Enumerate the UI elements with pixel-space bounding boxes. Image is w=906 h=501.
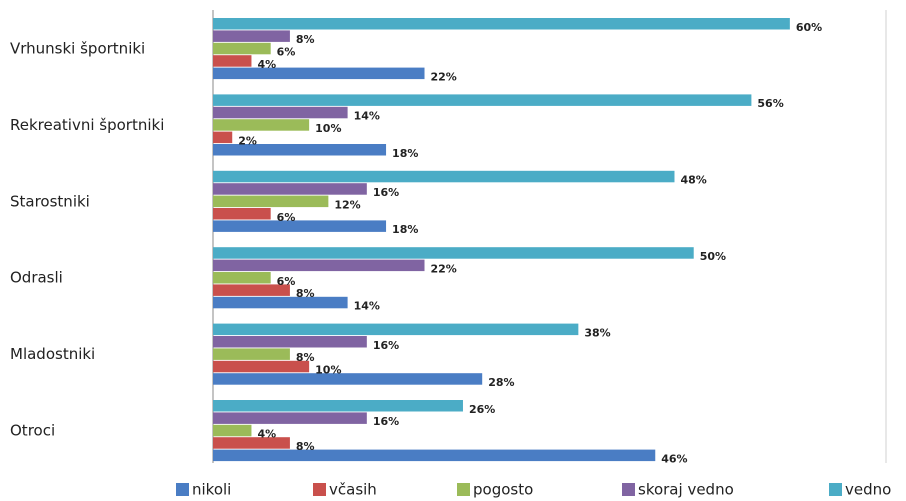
data-label: 26% bbox=[469, 403, 495, 416]
data-label: 8% bbox=[296, 351, 315, 364]
category-label: Rekreativni športniki bbox=[10, 116, 164, 134]
data-label: 6% bbox=[277, 275, 296, 288]
data-label: 16% bbox=[373, 415, 399, 428]
bar bbox=[213, 131, 233, 144]
data-label: 48% bbox=[680, 174, 706, 187]
data-label: 14% bbox=[354, 110, 380, 123]
bar bbox=[213, 30, 290, 42]
bar bbox=[213, 247, 694, 259]
category-label: Mladostniki bbox=[10, 345, 95, 363]
data-label: 38% bbox=[584, 326, 610, 339]
bar bbox=[213, 94, 752, 106]
data-label: 8% bbox=[296, 440, 315, 453]
data-label: 16% bbox=[373, 186, 399, 199]
bar bbox=[213, 296, 348, 309]
bar bbox=[213, 437, 290, 449]
bar bbox=[213, 400, 463, 412]
legend-swatch bbox=[313, 483, 326, 496]
bar bbox=[213, 55, 252, 67]
legend-swatch bbox=[829, 483, 842, 496]
bar bbox=[213, 144, 387, 156]
bar bbox=[213, 208, 271, 220]
data-label: 16% bbox=[373, 339, 399, 352]
data-label: 4% bbox=[257, 58, 276, 71]
bar bbox=[213, 106, 348, 119]
bar bbox=[213, 424, 252, 437]
data-label: 22% bbox=[431, 262, 457, 275]
data-label: 56% bbox=[757, 97, 783, 110]
data-label: 12% bbox=[334, 198, 360, 211]
legend-label: včasih bbox=[329, 481, 377, 499]
data-label: 50% bbox=[700, 250, 726, 263]
bar bbox=[213, 42, 271, 55]
bar bbox=[213, 336, 367, 348]
data-label: 22% bbox=[431, 70, 457, 83]
legend-swatch bbox=[457, 483, 470, 496]
legend-swatch bbox=[176, 483, 189, 496]
data-label: 28% bbox=[488, 376, 514, 389]
data-label: 2% bbox=[238, 134, 257, 147]
bar bbox=[213, 373, 483, 385]
bar bbox=[213, 220, 387, 232]
legend-swatch bbox=[622, 483, 635, 496]
bar bbox=[213, 360, 310, 373]
category-label: Odrasli bbox=[10, 269, 63, 287]
data-label: 18% bbox=[392, 223, 418, 236]
data-label: 8% bbox=[296, 287, 315, 300]
data-label: 46% bbox=[661, 452, 687, 465]
bar bbox=[213, 18, 790, 30]
category-label: Starostniki bbox=[10, 192, 90, 210]
bar bbox=[213, 412, 367, 424]
data-label: 18% bbox=[392, 147, 418, 160]
data-label: 14% bbox=[354, 300, 380, 313]
data-label: 10% bbox=[315, 122, 341, 135]
bar bbox=[213, 195, 329, 208]
data-label: 6% bbox=[277, 46, 296, 59]
bar bbox=[213, 67, 425, 80]
bar bbox=[213, 170, 675, 183]
bar bbox=[213, 272, 271, 284]
category-label: Otroci bbox=[10, 422, 55, 440]
bar bbox=[213, 183, 367, 195]
bar bbox=[213, 323, 579, 336]
data-label: 60% bbox=[796, 21, 822, 34]
data-label: 8% bbox=[296, 33, 315, 46]
legend-label: skoraj vedno bbox=[638, 481, 734, 499]
category-label: Vrhunski športniki bbox=[10, 40, 145, 58]
legend-label: vedno bbox=[845, 481, 891, 499]
bar bbox=[213, 284, 290, 296]
data-label: 10% bbox=[315, 364, 341, 377]
legend-label: nikoli bbox=[192, 481, 231, 499]
bar bbox=[213, 449, 656, 462]
data-label: 4% bbox=[257, 428, 276, 441]
bar bbox=[213, 348, 290, 360]
data-label: 6% bbox=[277, 211, 296, 224]
legend-label: pogosto bbox=[473, 481, 533, 499]
bar bbox=[213, 119, 310, 131]
bar bbox=[213, 259, 425, 272]
